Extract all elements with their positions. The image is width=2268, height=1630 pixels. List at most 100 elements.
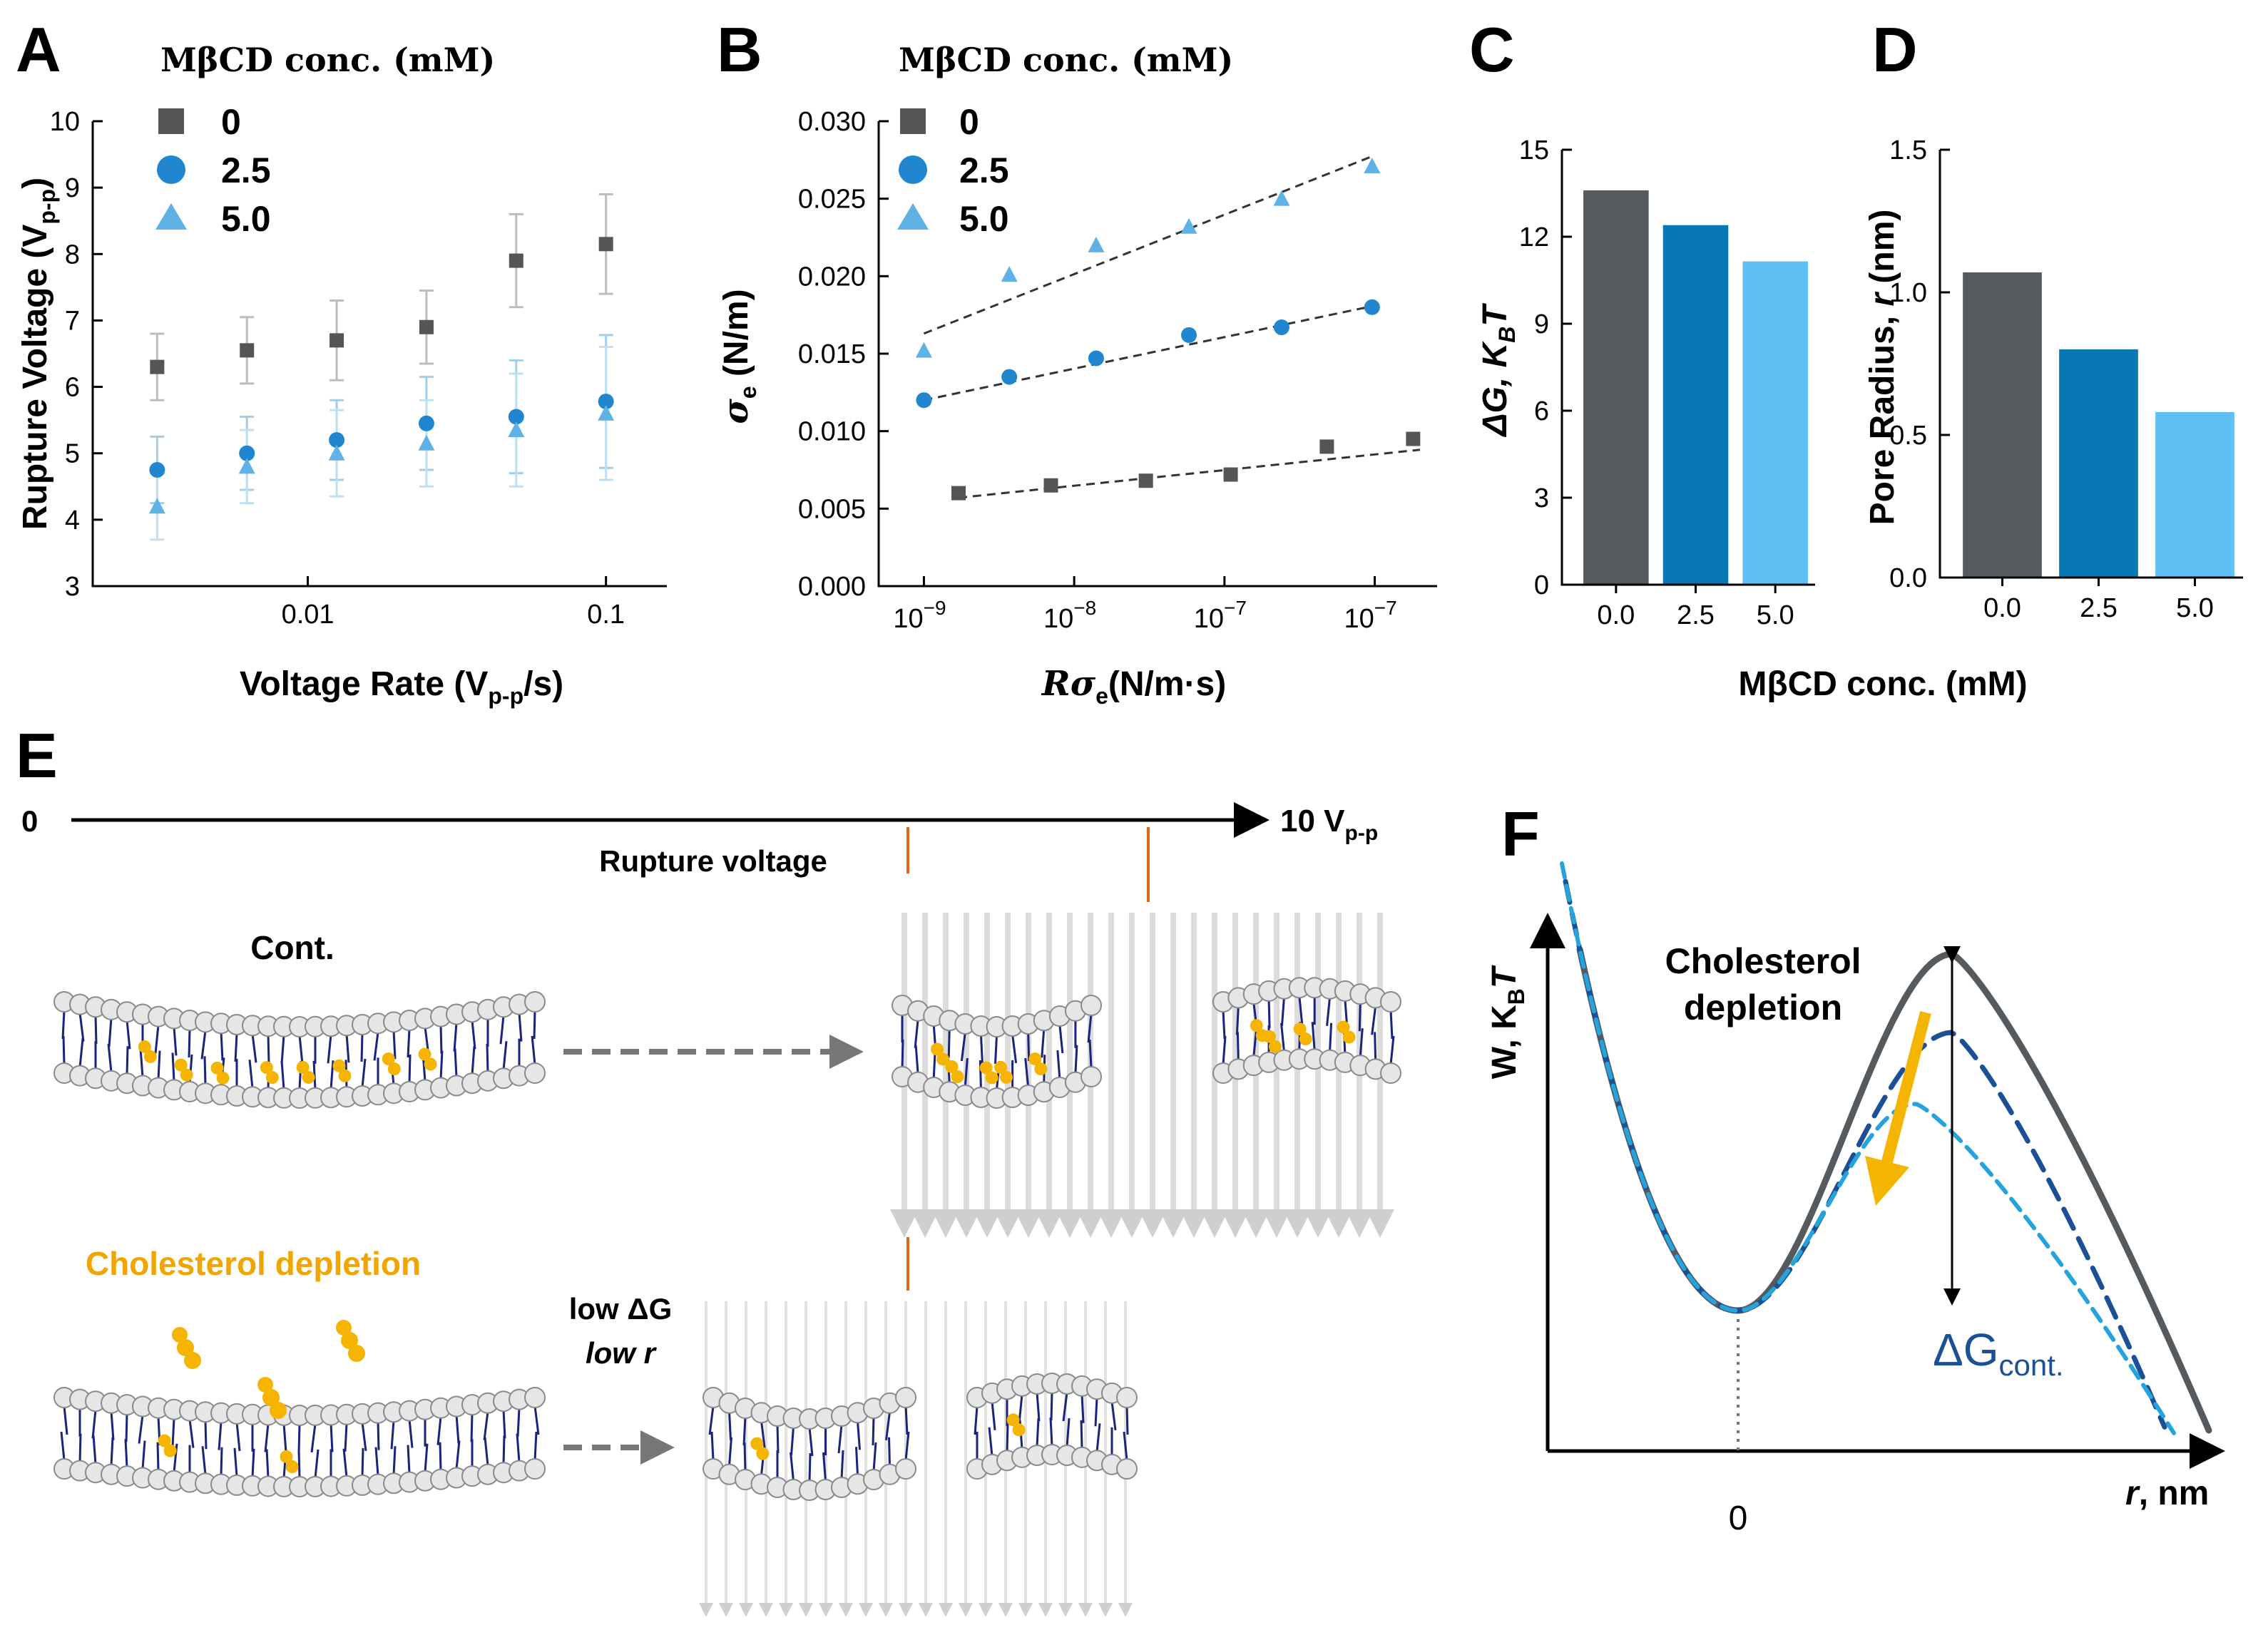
lipid-tail <box>728 1411 732 1440</box>
lipid-tail <box>1123 1431 1128 1461</box>
cholesterol <box>951 1070 964 1083</box>
cholesterol <box>296 1060 310 1074</box>
lipid-tail <box>91 1410 97 1439</box>
lipid-tail <box>280 1060 285 1090</box>
lipid-tail <box>1236 1032 1240 1061</box>
lipid-tail <box>991 1401 996 1430</box>
cholesterol <box>285 1460 299 1473</box>
chart-a-point-5.0 <box>148 498 165 514</box>
lipid-tail <box>710 1431 715 1461</box>
lipid-tail <box>439 1050 444 1080</box>
lipid-tail <box>470 1413 474 1442</box>
chart-f-ylabel: W, KBT <box>1486 965 1529 1079</box>
chart-f-zero-label: 0 <box>1729 1500 1748 1537</box>
chart-a-point-0 <box>150 359 165 374</box>
lipid-tail <box>374 1447 379 1476</box>
lipid-tail <box>173 1027 178 1056</box>
lipid-tail <box>1006 1423 1009 1452</box>
chart-f-xlabel: r, nm <box>2125 1475 2209 1512</box>
free-cholesterol <box>257 1377 273 1393</box>
chart-c-xtick-label: 5.0 <box>1757 600 1794 630</box>
lipid-head <box>1380 991 1401 1013</box>
cholesterol <box>994 1060 1008 1074</box>
chart-b-ylabel-end: (N/m) <box>717 289 755 386</box>
lipid-tail <box>979 1034 984 1064</box>
membrane-control <box>53 991 546 1109</box>
cholesterol <box>302 1070 315 1084</box>
chart-b-axes <box>877 121 1437 588</box>
lipid-tail <box>392 1446 397 1475</box>
lipid-tail <box>154 1025 160 1054</box>
lipid-tail <box>840 1450 844 1480</box>
lipid-tail <box>857 1421 861 1450</box>
legend-b-marker-50 <box>897 203 929 230</box>
low-r-label: low r <box>586 1336 658 1370</box>
lipid-tail <box>390 1420 395 1450</box>
lipid-tail <box>141 1440 146 1470</box>
cholesterol <box>180 1068 193 1082</box>
lipid-head <box>895 1387 916 1408</box>
lipid-tail <box>408 1419 414 1448</box>
chart-b-xtick-label: 10−7 <box>1194 597 1247 634</box>
lipid-tail <box>234 1032 238 1062</box>
chart-b-xtick-label: 10−7 <box>1344 597 1396 634</box>
lipid-tail <box>1062 1392 1068 1422</box>
chart-b-ylabel: σe (N/m) <box>716 289 761 424</box>
chart-b-ylabel-sub: e <box>735 386 761 399</box>
membrane-control-ruptured-left <box>892 995 1102 1109</box>
chart-f-curve-2.5 <box>1563 878 2167 1430</box>
legend-a-label-25: 2.5 <box>221 150 271 190</box>
lipid-tail <box>218 1421 223 1450</box>
lipid-tail <box>1371 1006 1377 1035</box>
chart-a-xlabel-main: Voltage Rate (V <box>240 665 489 703</box>
lipid-tail <box>454 1048 458 1077</box>
chart-c-ytick-label: 15 <box>1519 135 1549 165</box>
chart-d-ytick-label: 1.0 <box>1889 278 1927 308</box>
lipid-tail <box>1087 1013 1093 1043</box>
chart-a-point-0 <box>598 237 613 252</box>
lipid-tail <box>1298 996 1304 1025</box>
chart-a-ytick-label: 3 <box>65 572 80 602</box>
chart-c-bar-2.5 <box>1662 225 1729 584</box>
cholesterol <box>1012 1423 1026 1437</box>
chart-c-ytick-label: 9 <box>1534 309 1549 339</box>
chart-a-point-2.5 <box>508 409 524 425</box>
chart-f-curve-control <box>1576 946 2212 1434</box>
lipid-tail <box>235 1422 241 1451</box>
lipid-tail <box>1058 1024 1064 1054</box>
chart-d: Pore Radius, r (nm) MβCD conc. (mM) 0.0 0… <box>1738 135 2243 703</box>
lipid-tail <box>914 1045 919 1074</box>
lipid-tail <box>872 1416 875 1446</box>
lipid-tail <box>483 1411 489 1440</box>
cholesterol <box>216 1071 230 1085</box>
chart-b-xlabel-sub: e <box>1095 683 1108 709</box>
lipid-tail <box>808 1427 814 1457</box>
lipid-tail <box>1279 1022 1285 1052</box>
lipid-tail <box>1081 1394 1085 1423</box>
lipid-tail <box>110 1411 115 1440</box>
lipid-tail <box>1252 1028 1258 1057</box>
chart-a-point-5.0 <box>418 434 435 451</box>
electric-field-top <box>890 913 1394 1238</box>
chart-f-depletion-arrow <box>1865 1010 1931 1206</box>
chart-b-point-0 <box>1223 467 1238 482</box>
cholesterol <box>143 1050 157 1063</box>
lipid-tail <box>280 1035 285 1064</box>
lipid-tail <box>125 1413 128 1442</box>
lipid-tail <box>776 1424 780 1454</box>
lipid-tail <box>1036 1392 1041 1422</box>
chart-b-point-0 <box>1043 478 1058 493</box>
lipid-tail <box>484 1437 489 1466</box>
lipid-tail <box>486 1043 489 1072</box>
lipid-tail <box>1066 1418 1071 1447</box>
chart-b-point-5.0 <box>1088 236 1105 252</box>
lipid-head <box>524 1062 546 1084</box>
cholesterol <box>1028 1052 1042 1066</box>
panel-label-e: E <box>16 720 58 791</box>
legend-a-marker-25 <box>157 155 185 184</box>
chart-a-ylabel-main: Rupture Voltage (V <box>16 225 54 530</box>
chart-a-point-0 <box>240 343 255 358</box>
chart-a-ylabel-end: ) <box>16 178 54 189</box>
chart-a-ytick-label: 4 <box>65 506 80 535</box>
